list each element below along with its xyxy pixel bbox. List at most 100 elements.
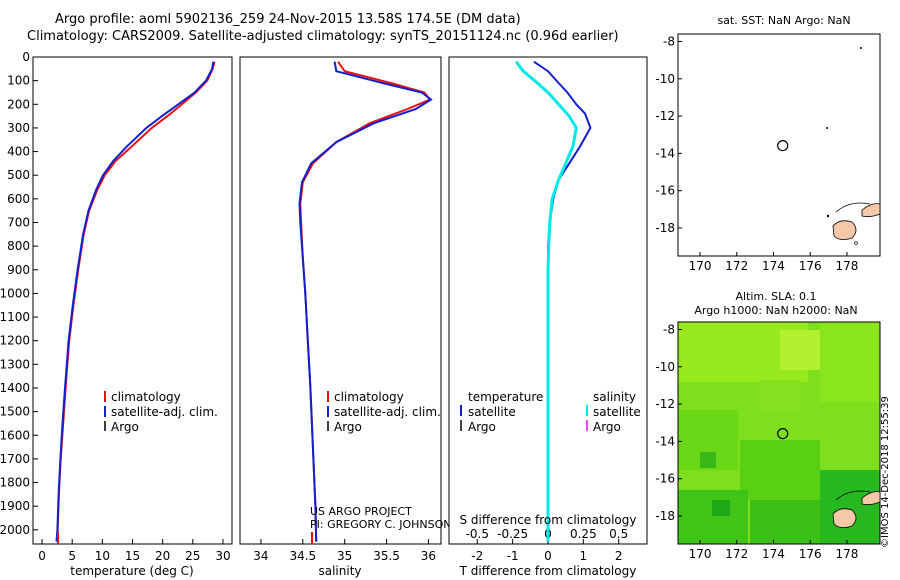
latitude-tick-label: -10 (655, 72, 675, 86)
salinity-axis-ticks: 34 34.5 35 35.5 36 (253, 539, 436, 563)
sla-map-ticks: 170 172 174 176 178 -8 -10 -12 -14 -16 -18 (655, 322, 858, 561)
depth-tick-label: 600 (7, 192, 30, 206)
salinity-series (298, 61, 433, 542)
s-difference-x-label: S difference from climatology (460, 513, 637, 527)
depth-tick-label: 200 (7, 97, 30, 111)
sst-map-title: sat. SST: NaN Argo: NaN (717, 14, 850, 27)
sla-patch (760, 380, 800, 410)
sst-map-frame (677, 33, 881, 257)
temperature-axes-frame (32, 56, 233, 545)
s-difference-tick-label: -0.5 (466, 527, 489, 541)
longitude-tick-label: 176 (799, 547, 822, 561)
salinity-legend: climatology satellite-adj. clim. Argo (327, 390, 441, 434)
depth-tick-label: 700 (7, 215, 30, 229)
salinity-tick-label: 36 (421, 549, 436, 563)
sla-map-argo-marker (777, 428, 789, 440)
latitude-tick-label: -8 (663, 34, 675, 48)
t-difference-x-label: T difference from climatology (459, 564, 637, 578)
depth-tick-label: 1000 (0, 286, 30, 300)
latitude-tick-label: -12 (655, 397, 675, 411)
sst-map-ticks: 170 172 174 176 178 -8 -10 -12 -14 -16 -18 (655, 34, 858, 273)
t-difference-tick-label: 1 (580, 549, 588, 563)
salinity-axes-frame (239, 56, 442, 545)
t-difference-tick-label: 0 (544, 549, 552, 563)
latitude-tick-label: -14 (655, 146, 675, 160)
salinity-tick-label: 34.5 (289, 549, 316, 563)
temperature-line-satellite-adj--clim- (55, 61, 215, 542)
latitude-tick-label: -10 (655, 360, 675, 374)
longitude-tick-label: 172 (725, 547, 748, 561)
t-difference-tick-label: -2 (471, 549, 483, 563)
reef-outline (835, 490, 871, 501)
sla-heatmap-field (678, 322, 880, 544)
depth-tick-label: 1400 (0, 381, 30, 395)
reef-outline (835, 202, 871, 213)
longitude-tick-label: 172 (725, 259, 748, 273)
latitude-tick-label: -8 (663, 322, 675, 336)
longitude-tick-label: 178 (835, 547, 858, 561)
depth-tick-label: 400 (7, 145, 30, 159)
temperature-axis-ticks: 0 5 10 15 20 25 30 (38, 539, 231, 563)
islet (826, 127, 828, 129)
salinity-tick-label: 35 (337, 549, 352, 563)
temperature-x-label: temperature (deg C) (70, 564, 193, 578)
sla-map-frame (677, 321, 881, 545)
temperature-panel: 0100200300400500600700800900100011001200… (0, 50, 233, 578)
sla-patch (740, 440, 820, 500)
t-difference-tick-label: 2 (615, 549, 623, 563)
figure-title-line1: Argo profile: aoml 5902136_259 24-Nov-20… (55, 12, 521, 27)
fiji-coastline-2 (832, 490, 881, 528)
longitude-tick-label: 174 (762, 259, 785, 273)
viti-levu-island (832, 508, 857, 528)
sla-patch (712, 500, 730, 516)
diff-legend-t-argo-label: Argo (468, 420, 496, 434)
temperature-tick-label: 25 (185, 549, 200, 563)
sla-patch (700, 452, 716, 468)
legend-argo-label: Argo (111, 420, 139, 434)
islet (826, 214, 830, 218)
difference-line-s-satellite (514, 60, 578, 542)
sst-map-panel: sat. SST: NaN Argo: NaN 170 172 174 176 178 -… (655, 14, 881, 273)
sla-patch (780, 330, 820, 370)
longitude-tick-label: 170 (689, 259, 712, 273)
depth-axis-ticks: 0 100 200 300 400 500 600 700 800 900 1000 1100 1200… (0, 50, 38, 537)
depth-tick-label: 1300 (0, 357, 30, 371)
latitude-tick-label: -18 (655, 509, 675, 523)
longitude-tick-label: 176 (799, 259, 822, 273)
sla-patch (820, 470, 880, 544)
sla-patch (750, 500, 820, 544)
temperature-tick-label: 5 (68, 549, 76, 563)
sla-patch (678, 490, 748, 544)
depth-tick-label: 0 (22, 50, 30, 64)
temperature-tick-label: 10 (95, 549, 110, 563)
islet (860, 47, 862, 49)
difference-series (514, 60, 592, 542)
temperature-tick-label: 0 (38, 549, 46, 563)
longitude-tick-label: 170 (689, 547, 712, 561)
depth-tick-label: 900 (7, 263, 30, 277)
sla-map-title-line1: Altim. SLA: 0.1 (735, 290, 816, 303)
salinity-tick-label: 34 (253, 549, 268, 563)
salinity-line-satellite-adj--clim- (298, 61, 433, 542)
vanua-levu-island (861, 203, 881, 218)
salinity-x-label: salinity (318, 564, 361, 578)
sla-patch (820, 322, 880, 402)
temperature-tick-label: 20 (155, 549, 170, 563)
temperature-tick-label: 30 (215, 549, 230, 563)
salinity-panel: 34 34.5 35 35.5 36 climatology satellite-adj… (239, 56, 451, 578)
depth-tick-label: 1500 (0, 405, 30, 419)
temperature-legend: climatology satellite-adj. clim. Argo (104, 390, 218, 434)
temperature-tick-label: 15 (125, 549, 140, 563)
sal-legend-satellite-label: satellite-adj. clim. (334, 405, 441, 419)
depth-tick-label: 1100 (0, 310, 30, 324)
sal-legend-argo-label: Argo (334, 420, 362, 434)
t-difference-tick-label: -1 (507, 549, 519, 563)
depth-tick-label: 2000 (0, 523, 30, 537)
latitude-tick-label: -16 (655, 184, 675, 198)
temperature-series (55, 61, 216, 542)
longitude-tick-label: 178 (835, 259, 858, 273)
imos-timestamp: ©IMOS 14-Dec-2018 12:55:39 (880, 396, 891, 548)
depth-tick-label: 100 (7, 74, 30, 88)
sal-legend-climatology-label: climatology (334, 390, 404, 404)
